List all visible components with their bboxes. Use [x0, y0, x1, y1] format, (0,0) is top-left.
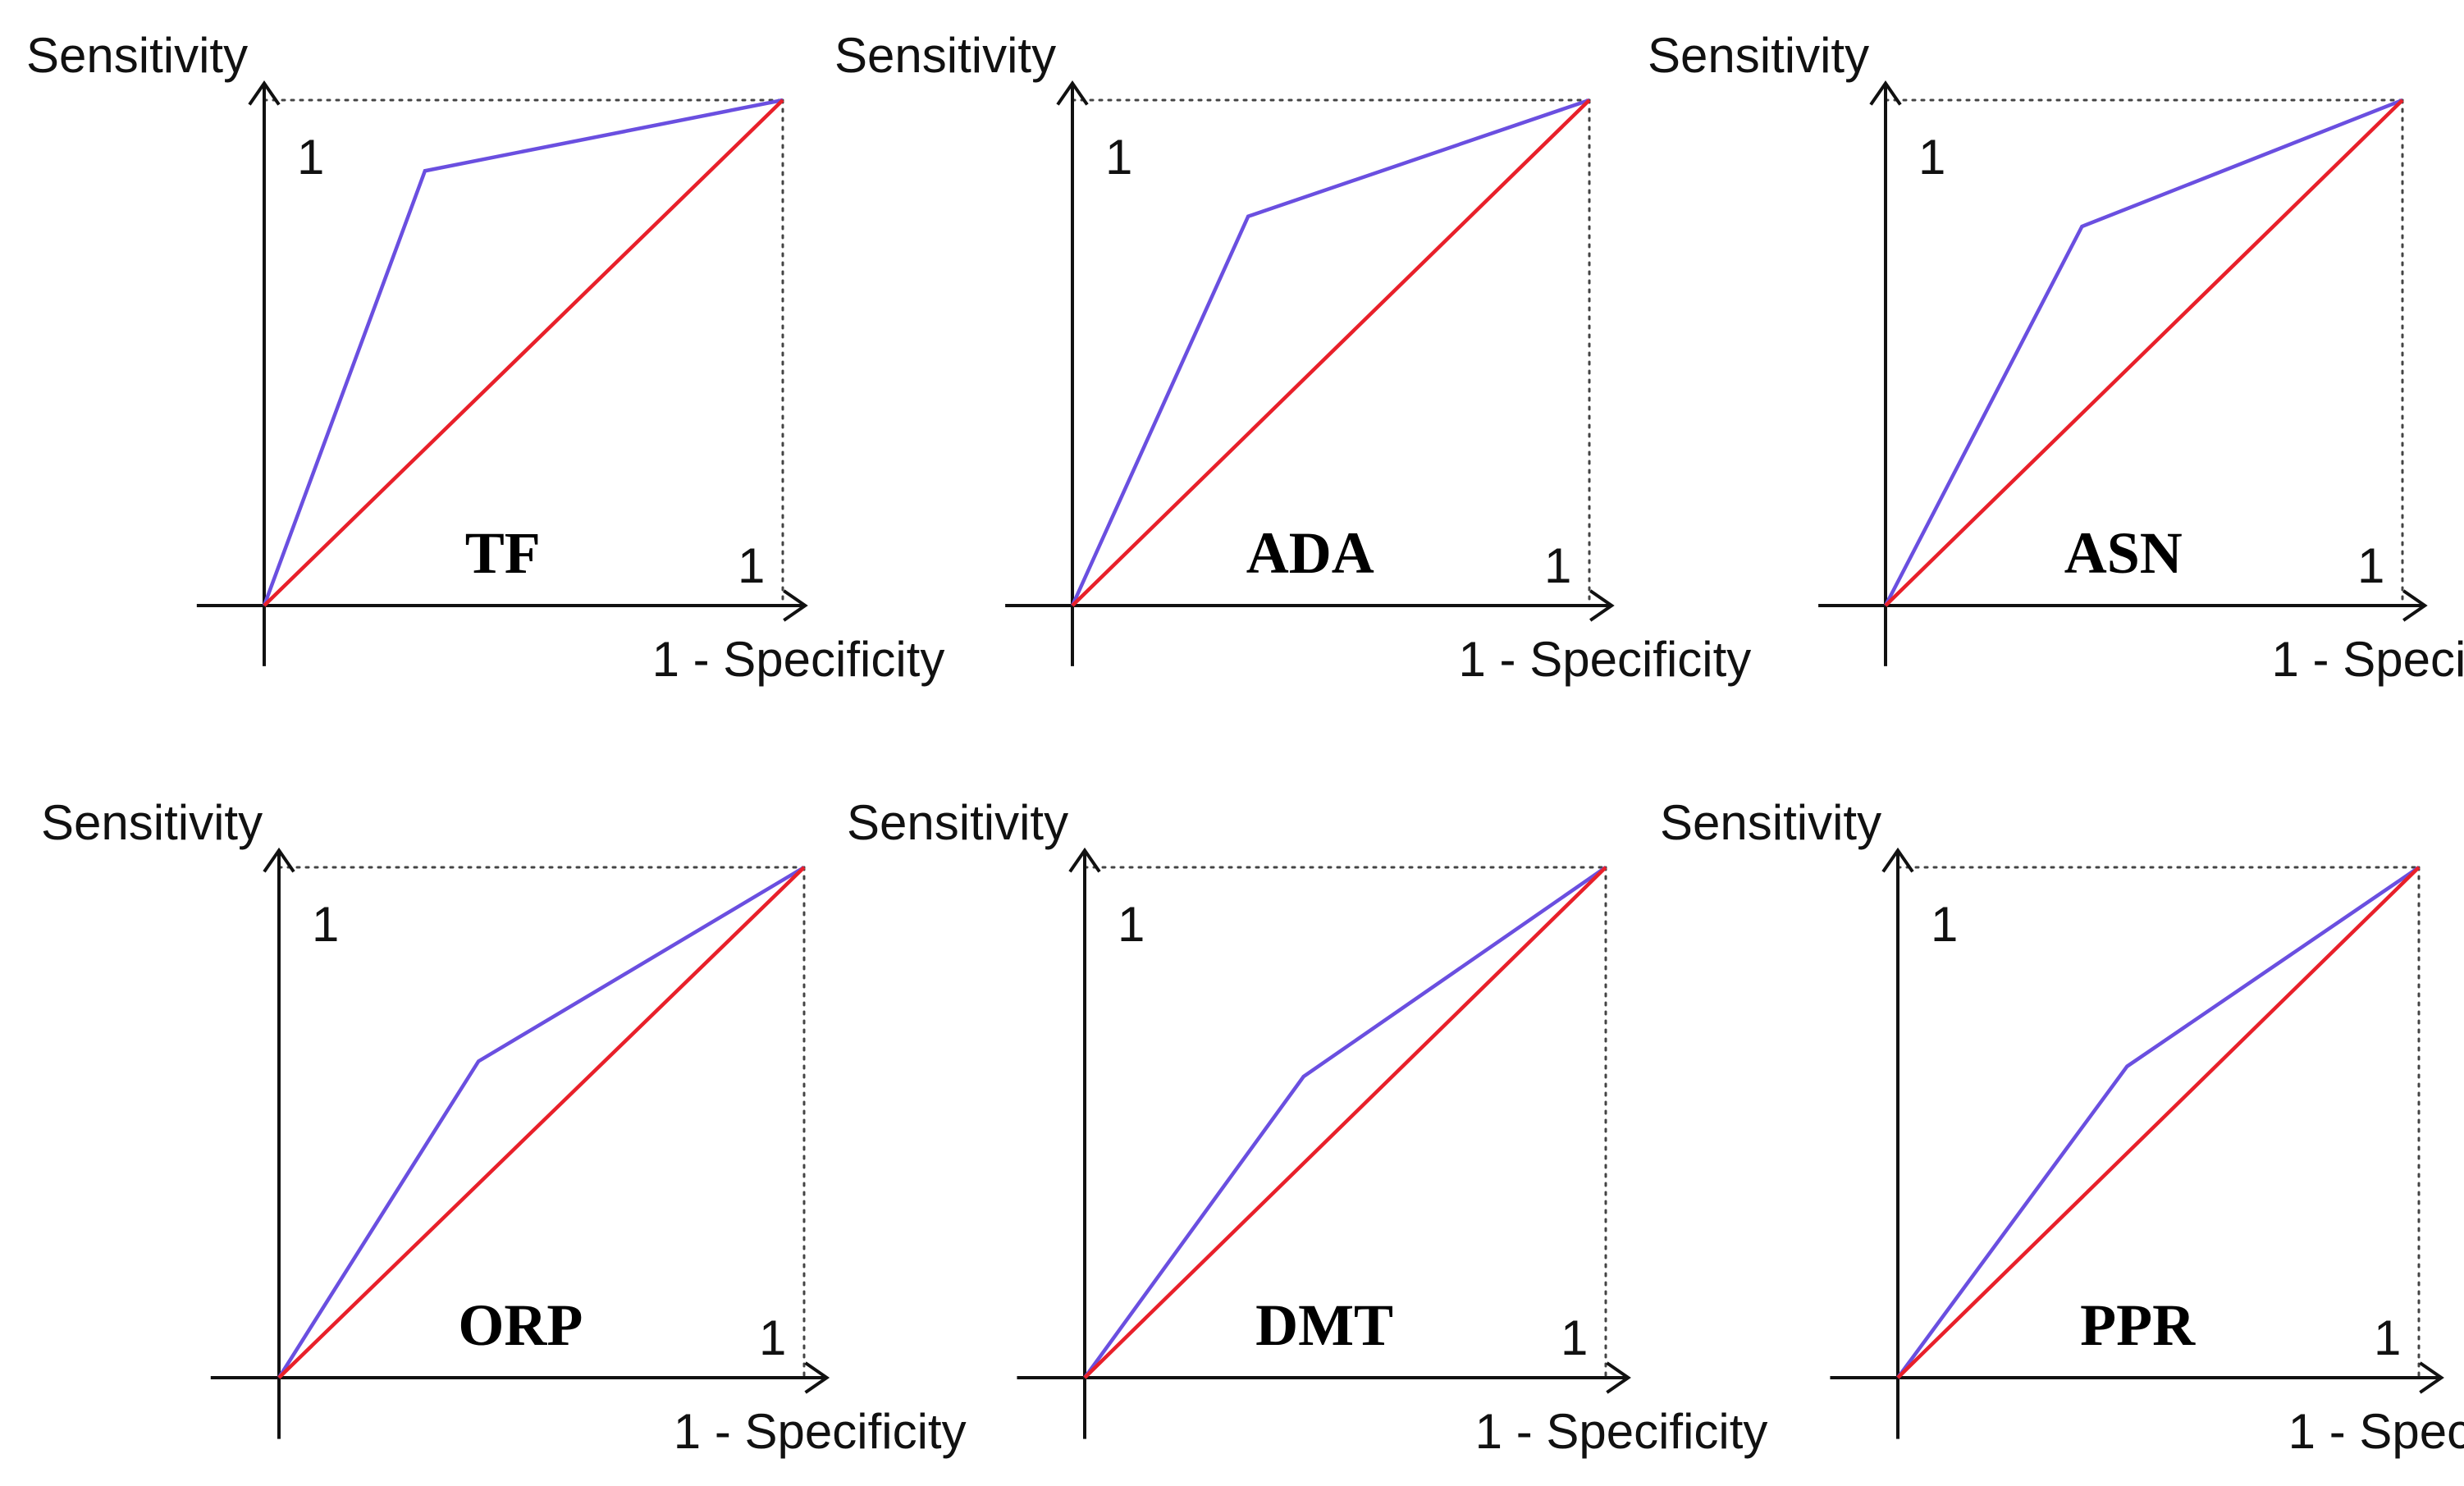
y-axis-label: Sensitivity	[834, 28, 1056, 83]
roc-curve-line	[1083, 866, 1607, 1379]
x-axis-label: 1 - Specificity	[2288, 1404, 2464, 1459]
x-axis-label: 1 - Specificity	[1475, 1404, 1768, 1459]
y-axis-arrowhead	[248, 80, 281, 106]
y-axis-arrowhead	[1056, 80, 1089, 106]
roc-panel-dmt: Sensitivity 1 - Specificity 1 1 DMT	[847, 795, 1767, 1459]
roc-curve-line	[1896, 866, 2421, 1379]
roc-panel-asn: Sensitivity 1 - Specificity 1 1 ASN	[1648, 28, 2464, 687]
y-axis-label: Sensitivity	[1660, 795, 1881, 850]
roc-curve-line	[1070, 98, 1590, 606]
x-axis-label: 1 - Specificity	[674, 1404, 967, 1459]
chance-diagonal-line	[1083, 866, 1607, 1379]
x-tick-label: 1	[759, 1310, 786, 1365]
y-axis-label: Sensitivity	[41, 795, 263, 850]
chance-diagonal-line	[1896, 866, 2421, 1379]
y-axis-arrowhead	[1881, 847, 1914, 873]
x-tick-label: 1	[1561, 1310, 1588, 1365]
roc-panel-ppr: Sensitivity 1 - Specificity 1 1 PPR	[1660, 795, 2464, 1459]
y-axis-label: Sensitivity	[1648, 28, 1869, 83]
x-axis-arrowhead	[804, 1361, 830, 1394]
x-tick-label: 1	[1544, 538, 1571, 593]
x-axis-arrowhead	[1606, 1361, 1631, 1394]
y-axis-arrowhead	[1068, 847, 1101, 873]
panel-title: PPR	[2080, 1292, 2196, 1358]
roc-panel-tf: Sensitivity 1 - Specificity 1 1 TF	[26, 28, 944, 687]
y-tick-label: 1	[1105, 130, 1132, 185]
y-tick-label: 1	[312, 897, 339, 952]
panel-title: ASN	[2064, 520, 2183, 586]
roc-curve-line	[277, 866, 806, 1379]
x-tick-label: 1	[2357, 538, 2384, 593]
y-axis-label: Sensitivity	[26, 28, 248, 83]
x-tick-label: 1	[738, 538, 765, 593]
x-axis-label: 1 - Specificity	[2272, 632, 2464, 687]
panel-title: ADA	[1246, 520, 1374, 586]
y-axis-arrowhead	[263, 847, 295, 873]
x-tick-label: 1	[2374, 1310, 2401, 1365]
panel-title: TF	[465, 520, 541, 586]
x-axis-arrowhead	[2419, 1361, 2444, 1394]
chance-diagonal-line	[277, 866, 806, 1379]
y-tick-label: 1	[297, 130, 324, 185]
x-axis-arrowhead	[2402, 589, 2428, 622]
y-axis-arrowhead	[1869, 80, 1902, 106]
chance-diagonal-line	[1884, 98, 2404, 607]
y-tick-label: 1	[1118, 897, 1145, 952]
x-axis-arrowhead	[1589, 589, 1615, 622]
roc-panel-ada: Sensitivity 1 - Specificity 1 1 ADA	[834, 28, 1751, 687]
x-axis-arrowhead	[783, 589, 808, 622]
x-axis-label: 1 - Specificity	[652, 632, 945, 687]
roc-panel-orp: Sensitivity 1 - Specificity 1 1 ORP	[41, 795, 967, 1459]
y-tick-label: 1	[1918, 130, 1945, 185]
panel-title: ORP	[458, 1292, 583, 1358]
roc-curve-line	[262, 98, 784, 606]
roc-curve-line	[1884, 98, 2403, 607]
panel-title: DMT	[1255, 1292, 1393, 1358]
chance-diagonal-line	[1071, 98, 1591, 607]
y-axis-label: Sensitivity	[847, 795, 1068, 850]
x-axis-label: 1 - Specificity	[1459, 632, 1752, 687]
chance-diagonal-line	[263, 98, 784, 607]
y-tick-label: 1	[1931, 897, 1958, 952]
